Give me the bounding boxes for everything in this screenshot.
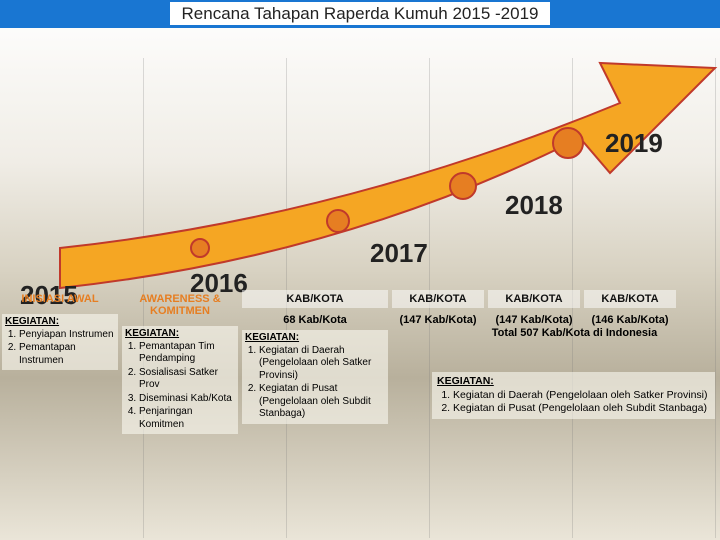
column-subheader: 68 Kab/Kota xyxy=(242,314,388,326)
timeline-marker xyxy=(552,127,584,159)
kegiatan-item: Kegiatan di Pusat (Pengelolaan oleh Subd… xyxy=(259,383,385,421)
year-2019: 2019 xyxy=(605,128,663,159)
kegiatan-item: Kegiatan di Daerah (Pengelolaan oleh Sat… xyxy=(259,345,385,383)
column-1: AWARENESS & KOMITMEN KEGIATAN: Pemantapan … xyxy=(120,290,240,434)
kegiatan-item: Diseminasi Kab/Kota xyxy=(139,393,235,406)
column-subheader: (146 Kab/Kota) xyxy=(584,314,676,326)
timeline-arrow xyxy=(0,28,720,308)
timeline-marker xyxy=(190,238,210,258)
column-header: KAB/KOTA xyxy=(584,290,676,308)
column-header: KAB/KOTA xyxy=(242,290,388,308)
kegiatan-item: Sosialisasi Satker Prov xyxy=(139,367,235,392)
timeline-area: 2015 2016 2017 2018 2019 xyxy=(0,28,720,308)
column-header: KAB/KOTA xyxy=(488,290,580,308)
column-subheader: (147 Kab/Kota) xyxy=(488,314,580,326)
column-2: KAB/KOTA 68 Kab/Kota KEGIATAN: Kegiatan di … xyxy=(240,290,390,434)
kegiatan-title: KEGIATAN: xyxy=(245,332,299,343)
column-0: INISIASI AWAL KEGIATAN: Penyiapan Instrume… xyxy=(0,290,120,434)
total-text: Total 507 Kab/Kota di Indonesia xyxy=(432,327,717,339)
kegiatan-item: Pemantapan Instrumen xyxy=(19,342,115,367)
wide-kegiatan-item: Kegiatan di Daerah (Pengelolaan oleh Sat… xyxy=(453,389,710,403)
kegiatan-title: KEGIATAN: xyxy=(125,328,179,339)
wide-kegiatan-box: KEGIATAN: Kegiatan di Daerah (Pengelolaa… xyxy=(432,372,715,419)
column-header: AWARENESS & KOMITMEN xyxy=(122,290,238,320)
wide-kegiatan-title: KEGIATAN: xyxy=(437,375,494,387)
year-2017: 2017 xyxy=(370,238,428,269)
year-2018: 2018 xyxy=(505,190,563,221)
page-title: Rencana Tahapan Raperda Kumuh 2015 -2019 xyxy=(170,2,551,25)
kegiatan-item: Penyiapan Instrumen xyxy=(19,329,115,342)
kegiatan-item: Pemantapan Tim Pendamping xyxy=(139,341,235,366)
title-bar: Rencana Tahapan Raperda Kumuh 2015 -2019 xyxy=(0,0,720,28)
column-header: KAB/KOTA xyxy=(392,290,484,308)
column-header: INISIASI AWAL xyxy=(2,290,118,308)
column-body: KEGIATAN: Penyiapan InstrumenPemantapan I… xyxy=(2,314,118,370)
kegiatan-item: Penjaringan Komitmen xyxy=(139,406,235,431)
column-body: KEGIATAN: Kegiatan di Daerah (Pengelolaan… xyxy=(242,330,388,424)
kegiatan-title: KEGIATAN: xyxy=(5,316,59,327)
timeline-marker xyxy=(449,172,477,200)
timeline-marker xyxy=(326,209,350,233)
column-subheader: (147 Kab/Kota) xyxy=(392,314,484,326)
wide-kegiatan-item: Kegiatan di Pusat (Pengelolaan oleh Subd… xyxy=(453,402,710,416)
column-body: KEGIATAN: Pemantapan Tim PendampingSosial… xyxy=(122,326,238,434)
